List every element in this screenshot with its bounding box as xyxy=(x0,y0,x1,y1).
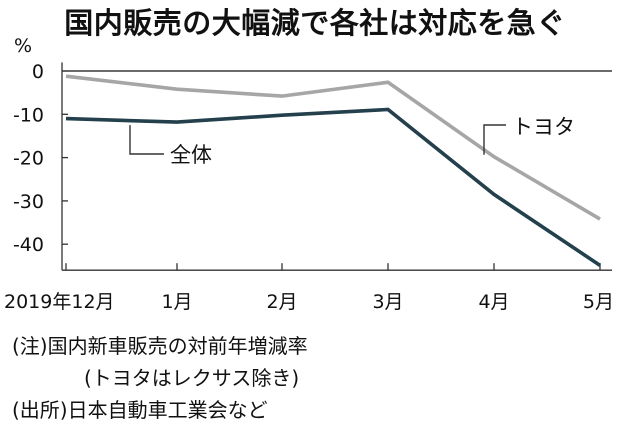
chart-labels: 0 -10 -20 -30 -40 2019年12月 1月 2月 3月 4月 5月 全体 トヨタ xyxy=(4,61,614,313)
y-tick-label: -30 xyxy=(13,191,44,213)
footnote-detail: (トヨタはレクサス除き) xyxy=(84,366,300,390)
x-tick-label: 3月 xyxy=(372,291,403,313)
source-note: (出所)日本自動車工業会など xyxy=(12,398,268,422)
footnote: (注)国内新車販売の対前年増減率 xyxy=(12,334,308,358)
y-tick-label: 0 xyxy=(32,61,44,83)
toyota-label-leader xyxy=(483,124,506,155)
y-tick-label: -10 xyxy=(13,104,44,126)
chart-title: 国内販売の大幅減で各社は対応を急ぐ xyxy=(64,6,566,40)
y-tick-label: -20 xyxy=(13,148,44,170)
series-label-toyota: トヨタ xyxy=(512,115,575,139)
x-tick-label: 4月 xyxy=(478,291,509,313)
chart-axes xyxy=(61,62,612,271)
series-line-total xyxy=(65,107,602,267)
series-line-toyota xyxy=(65,74,601,221)
total-label-leader xyxy=(129,125,164,155)
x-tick-label: 2月 xyxy=(266,291,297,313)
x-tick-label: 1月 xyxy=(161,291,192,313)
x-tick-label: 5月 xyxy=(583,291,614,313)
y-tick-label: -40 xyxy=(13,234,44,256)
chart-series xyxy=(65,74,602,267)
y-unit-label: % xyxy=(14,35,33,57)
series-label-total: 全体 xyxy=(170,143,212,167)
x-tick-label: 2019年12月 xyxy=(4,291,115,313)
